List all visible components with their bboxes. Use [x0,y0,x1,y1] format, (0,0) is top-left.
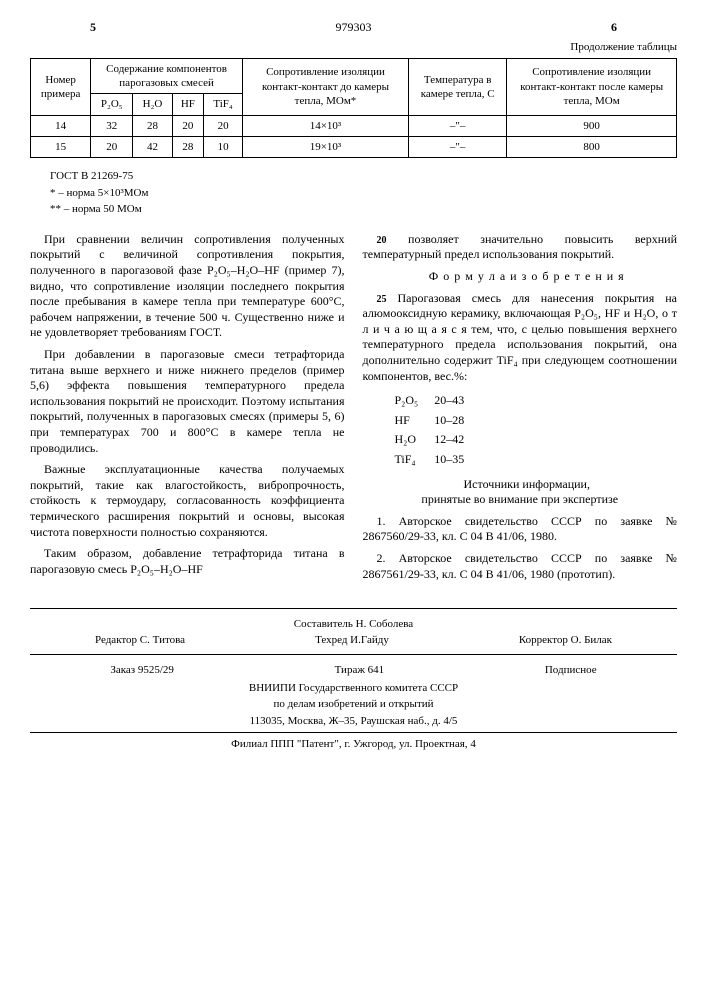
line-marker: 20 [377,235,387,246]
org-line: по делам изобретений и открытий [30,697,677,711]
paragraph: позволяет значительно повысить верхний т… [363,232,678,262]
note-line: ГОСТ В 21269-75 [50,168,677,185]
left-column: При сравнении величин сопротивления полу… [30,232,345,588]
print-run: Тираж 641 [335,663,385,677]
col-subheader: P₂O₅ [91,94,133,115]
col-header: Сопротивление изоляции контакт-контакт д… [242,58,408,115]
table-row: 15 20 42 28 10 19×10³ –"– 800 [31,137,677,158]
sources-title: Источники информации, принятые во вниман… [363,477,678,508]
note-line: ** – норма 50 МОм [50,201,677,218]
formula-title: Ф о р м у л а и з о б р е т е н и я [363,269,678,285]
tech-editor: Техред И.Гайду [315,633,389,647]
col-subheader: TiF₄ [204,94,243,115]
footer-block: Составитель Н. Соболева Редактор С. Тито… [30,617,677,751]
paragraph: Важные эксплуатационные качества получае… [30,462,345,540]
composition-table: P₂O₅20–43 HF10–28 H₂O12–42 TiF₄10–35 [393,390,481,470]
right-column: 20 позволяет значительно повысить верхни… [363,232,678,588]
page-header: 5 979303 6 [30,20,677,36]
divider [30,654,677,655]
divider [30,608,677,609]
org-line: ВНИИПИ Государственного комитета СССР [30,681,677,695]
address: 113035, Москва, Ж–35, Раушская наб., д. … [30,714,677,728]
source-item: 1. Авторское свидетельство СССР по заявк… [363,514,678,545]
paragraph: При сравнении величин сопротивления полу… [30,232,345,341]
compiler-line: Составитель Н. Соболева [30,617,677,631]
table-notes: ГОСТ В 21269-75 * – норма 5×10³МОм ** – … [50,168,677,218]
source-item: 2. Авторское свидетельство СССР по заявк… [363,551,678,582]
col-header: Номер примера [31,58,91,115]
col-subheader: HF [172,94,204,115]
branch-line: Филиал ППП "Патент", г. Ужгород, ул. Про… [30,737,677,751]
paragraph: При добавлении в парогазовые смеси тетра… [30,347,345,456]
col-header: Сопротивление изоляции контакт-контакт п… [507,58,677,115]
col-subheader: H₂O [133,94,172,115]
subscription: Подписное [545,663,597,677]
editor: Редактор С. Титова [95,633,185,647]
table-continuation-label: Продолжение таблицы [30,40,677,54]
note-line: * – норма 5×10³МОм [50,185,677,202]
paragraph: Таким образом, добавление тетрафторида т… [30,546,345,577]
divider [30,732,677,733]
line-marker: 25 [377,294,387,305]
col-header: Температура в камере тепла, С [409,58,507,115]
body-columns: При сравнении величин сопротивления полу… [30,232,677,588]
col-header: Содержание компонентов парогазовых смесе… [91,58,243,94]
page-number-right: 6 [611,20,617,36]
patent-number: 979303 [96,20,611,36]
corrector: Корректор О. Билак [519,633,612,647]
table-row: 14 32 28 20 20 14×10³ –"– 900 [31,115,677,136]
data-table: Номер примера Содержание компонентов пар… [30,58,677,158]
paragraph: Парогазовая смесь для нанесения покрытия… [363,291,678,383]
order-number: Заказ 9525/29 [110,663,174,677]
